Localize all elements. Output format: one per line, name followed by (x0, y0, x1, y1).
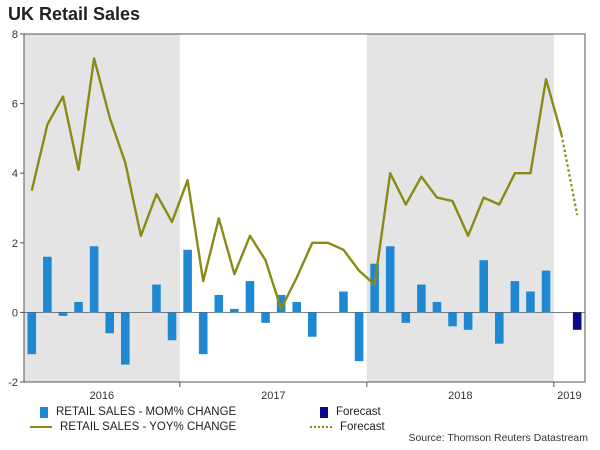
yoy-line (30, 57, 563, 311)
mom-bar (89, 246, 99, 313)
mom-bar (479, 260, 488, 313)
x-tick-label: 2017 (261, 390, 285, 400)
forecast-line (560, 134, 579, 216)
mom-bar (58, 312, 68, 316)
mom-bar (463, 312, 473, 330)
mom-bar (43, 256, 52, 313)
y-tick-label: 8 (12, 29, 18, 41)
mom-bar (417, 284, 426, 313)
mom-bar (495, 312, 504, 344)
mom-bar (370, 263, 379, 313)
mom-bar (432, 301, 442, 313)
mom-bar (401, 312, 411, 323)
legend-label-mom: RETAIL SALES - MOM% CHANGE (56, 406, 237, 418)
mom-bar (308, 312, 317, 337)
mom-bar (198, 312, 208, 355)
chart-title: UK Retail Sales (8, 4, 141, 24)
mom-bar (541, 270, 551, 313)
mom-bar (74, 301, 83, 313)
mom-bar (167, 312, 177, 341)
legend-label-forecast-line: Forecast (340, 421, 385, 433)
mom-bar (448, 312, 457, 327)
chart-legend: RETAIL SALES - MOM% CHANGE RETAIL SALES … (0, 404, 600, 434)
chart-plot: -2 0 2 4 6 8 2016 2017 2018 2019 (8, 29, 586, 400)
forecast-bar (572, 312, 582, 330)
y-tick-label: 2 (12, 238, 18, 250)
mom-bar (152, 284, 161, 313)
mom-bar (276, 295, 286, 313)
mom-bar (27, 312, 37, 355)
plot-frame (23, 33, 586, 383)
mom-bar (105, 312, 114, 334)
legend-swatch-mom (40, 406, 48, 418)
mom-bar (526, 291, 535, 313)
legend-label-yoy: RETAIL SALES - YOY% CHANGE (60, 421, 237, 433)
mom-bar (339, 291, 348, 313)
mom-bar (385, 246, 395, 313)
y-tick-label: 0 (12, 307, 18, 319)
legend-item-forecast-bar: Forecast (320, 406, 381, 418)
legend-item-forecast-line: Forecast (310, 421, 385, 433)
mom-bar (510, 281, 520, 313)
x-tick-label: 2016 (90, 390, 114, 400)
legend-swatch-yoy (30, 426, 52, 428)
mom-bar (261, 312, 270, 323)
shaded-band-2018 (366, 34, 554, 382)
legend-label-forecast-bar: Forecast (336, 406, 381, 418)
x-tick-label: 2018 (448, 390, 472, 400)
mom-bar (245, 281, 255, 313)
mom-bar (214, 295, 224, 313)
legend-swatch-forecast-line (310, 426, 332, 428)
mom-bar (183, 249, 192, 313)
mom-bar (121, 312, 130, 365)
legend-swatch-forecast-bar (320, 406, 328, 418)
mom-bar (354, 312, 364, 362)
legend-item-mom: RETAIL SALES - MOM% CHANGE (40, 406, 236, 418)
mom-bar (230, 308, 239, 313)
y-tick-label: 6 (12, 99, 18, 111)
x-tick-label: 2019 (557, 390, 581, 400)
source-note: Source: Thomson Reuters Datastream (408, 432, 588, 444)
y-tick-label: -2 (8, 377, 18, 389)
y-tick-label: 4 (12, 168, 18, 180)
mom-bar (292, 301, 301, 313)
legend-item-yoy: RETAIL SALES - YOY% CHANGE (30, 421, 236, 433)
